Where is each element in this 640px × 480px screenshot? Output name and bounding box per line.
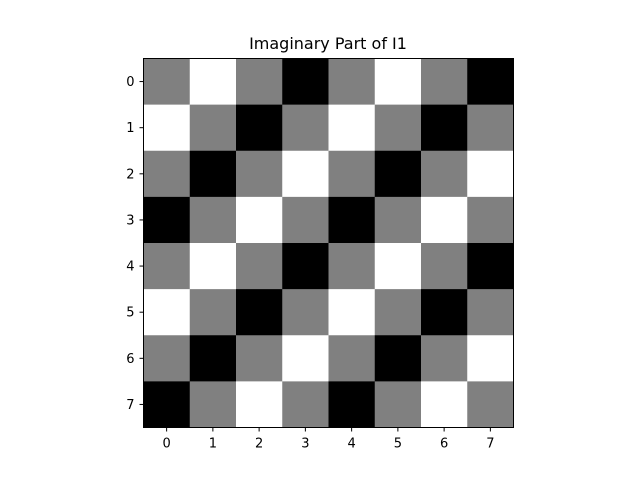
heatmap-cell-r0-c2 bbox=[236, 58, 283, 106]
heatmap-cell-r7-c0 bbox=[143, 381, 191, 428]
x-tick-label: 6 bbox=[440, 437, 448, 452]
y-axis: 0 1 2 3 4 5 6 7 bbox=[126, 75, 144, 413]
heatmap-cell-r1-c5 bbox=[374, 104, 422, 152]
heatmap-cell-r2-c1 bbox=[189, 150, 237, 198]
heatmap-cell-r5-c5 bbox=[374, 289, 422, 336]
heatmap-cell-r5-c3 bbox=[282, 289, 329, 336]
heatmap-cell-r4-c0 bbox=[143, 243, 191, 290]
heatmap-cell-r7-c4 bbox=[328, 381, 376, 428]
heatmap-cell-r1-c1 bbox=[189, 104, 237, 152]
heatmap-cell-r4-c7 bbox=[467, 243, 514, 290]
heatmap-cells bbox=[143, 58, 514, 428]
y-tick-label: 5 bbox=[126, 306, 134, 321]
x-tick-label: 4 bbox=[347, 437, 355, 452]
heatmap-cell-r3-c4 bbox=[328, 196, 376, 244]
heatmap-cell-r6-c2 bbox=[236, 335, 283, 382]
heatmap-cell-r5-c7 bbox=[467, 289, 514, 336]
x-tick-label: 0 bbox=[162, 437, 170, 452]
y-tick-label: 0 bbox=[126, 75, 134, 90]
heatmap-cell-r1-c3 bbox=[282, 104, 329, 152]
heatmap-cell-r2-c2 bbox=[236, 150, 283, 198]
heatmap-cell-r2-c7 bbox=[467, 150, 514, 198]
heatmap-cell-r0-c5 bbox=[374, 58, 422, 106]
heatmap-cell-r4-c2 bbox=[236, 243, 283, 290]
heatmap-cell-r6-c3 bbox=[282, 335, 329, 382]
chart-title: Imaginary Part of I1 bbox=[249, 34, 407, 53]
heatmap-cell-r0-c3 bbox=[282, 58, 329, 106]
heatmap-cell-r2-c6 bbox=[421, 150, 468, 198]
y-tick-label: 4 bbox=[126, 260, 134, 275]
heatmap-cell-r4-c6 bbox=[421, 243, 468, 290]
heatmap-cell-r3-c2 bbox=[236, 196, 283, 244]
heatmap-cell-r3-c1 bbox=[189, 196, 237, 244]
heatmap-cell-r3-c5 bbox=[374, 196, 422, 244]
heatmap-cell-r2-c5 bbox=[374, 150, 422, 198]
heatmap-cell-r5-c6 bbox=[421, 289, 468, 336]
heatmap-cell-r1-c6 bbox=[421, 104, 468, 152]
heatmap-cell-r2-c4 bbox=[328, 150, 376, 198]
x-axis: 0 1 2 3 4 5 6 7 bbox=[162, 427, 495, 452]
heatmap-cell-r1-c4 bbox=[328, 104, 376, 152]
heatmap-cell-r0-c6 bbox=[421, 58, 468, 106]
heatmap-cell-r6-c1 bbox=[189, 335, 237, 382]
heatmap-cell-r7-c3 bbox=[282, 381, 329, 428]
heatmap-cell-r4-c4 bbox=[328, 243, 376, 290]
heatmap-cell-r3-c7 bbox=[467, 196, 514, 244]
heatmap-cell-r5-c1 bbox=[189, 289, 237, 336]
heatmap-cell-r0-c7 bbox=[467, 58, 514, 106]
y-tick-label: 2 bbox=[126, 167, 134, 182]
heatmap-cell-r5-c2 bbox=[236, 289, 283, 336]
heatmap-cell-r5-c0 bbox=[143, 289, 191, 336]
heatmap-cell-r5-c4 bbox=[328, 289, 376, 336]
x-tick-label: 2 bbox=[255, 437, 263, 452]
heatmap-cell-r1-c0 bbox=[143, 104, 191, 152]
x-tick-label: 5 bbox=[394, 437, 402, 452]
heatmap-cell-r2-c0 bbox=[143, 150, 191, 198]
heatmap-cell-r7-c2 bbox=[236, 381, 283, 428]
heatmap-cell-r7-c6 bbox=[421, 381, 468, 428]
heatmap-cell-r0-c0 bbox=[143, 58, 191, 106]
x-tick-label: 1 bbox=[209, 437, 217, 452]
heatmap-cell-r7-c7 bbox=[467, 381, 514, 428]
heatmap-cell-r2-c3 bbox=[282, 150, 329, 198]
y-tick-label: 6 bbox=[126, 352, 134, 367]
y-tick-label: 1 bbox=[126, 121, 134, 136]
heatmap-cell-r4-c1 bbox=[189, 243, 237, 290]
heatmap-cell-r7-c5 bbox=[374, 381, 422, 428]
heatmap-cell-r1-c2 bbox=[236, 104, 283, 152]
heatmap-cell-r3-c6 bbox=[421, 196, 468, 244]
y-tick-label: 7 bbox=[126, 398, 134, 413]
heatmap-cell-r6-c6 bbox=[421, 335, 468, 382]
heatmap-cell-r7-c1 bbox=[189, 381, 237, 428]
heatmap-cell-r6-c7 bbox=[467, 335, 514, 382]
heatmap-cell-r0-c1 bbox=[189, 58, 237, 106]
heatmap-cell-r3-c3 bbox=[282, 196, 329, 244]
heatmap-cell-r3-c0 bbox=[143, 196, 191, 244]
heatmap-cell-r4-c3 bbox=[282, 243, 329, 290]
plot-frame bbox=[143, 58, 514, 428]
heatmap-cell-r0-c4 bbox=[328, 58, 376, 106]
heatmap-cell-r6-c0 bbox=[143, 335, 191, 382]
y-tick-label: 3 bbox=[126, 213, 134, 228]
heatmap-cell-r6-c5 bbox=[374, 335, 422, 382]
x-tick-label: 3 bbox=[301, 437, 309, 452]
heatmap-cell-r6-c4 bbox=[328, 335, 376, 382]
x-tick-label: 7 bbox=[486, 437, 494, 452]
heatmap-cell-r1-c7 bbox=[467, 104, 514, 152]
heatmap-cell-r4-c5 bbox=[374, 243, 422, 290]
